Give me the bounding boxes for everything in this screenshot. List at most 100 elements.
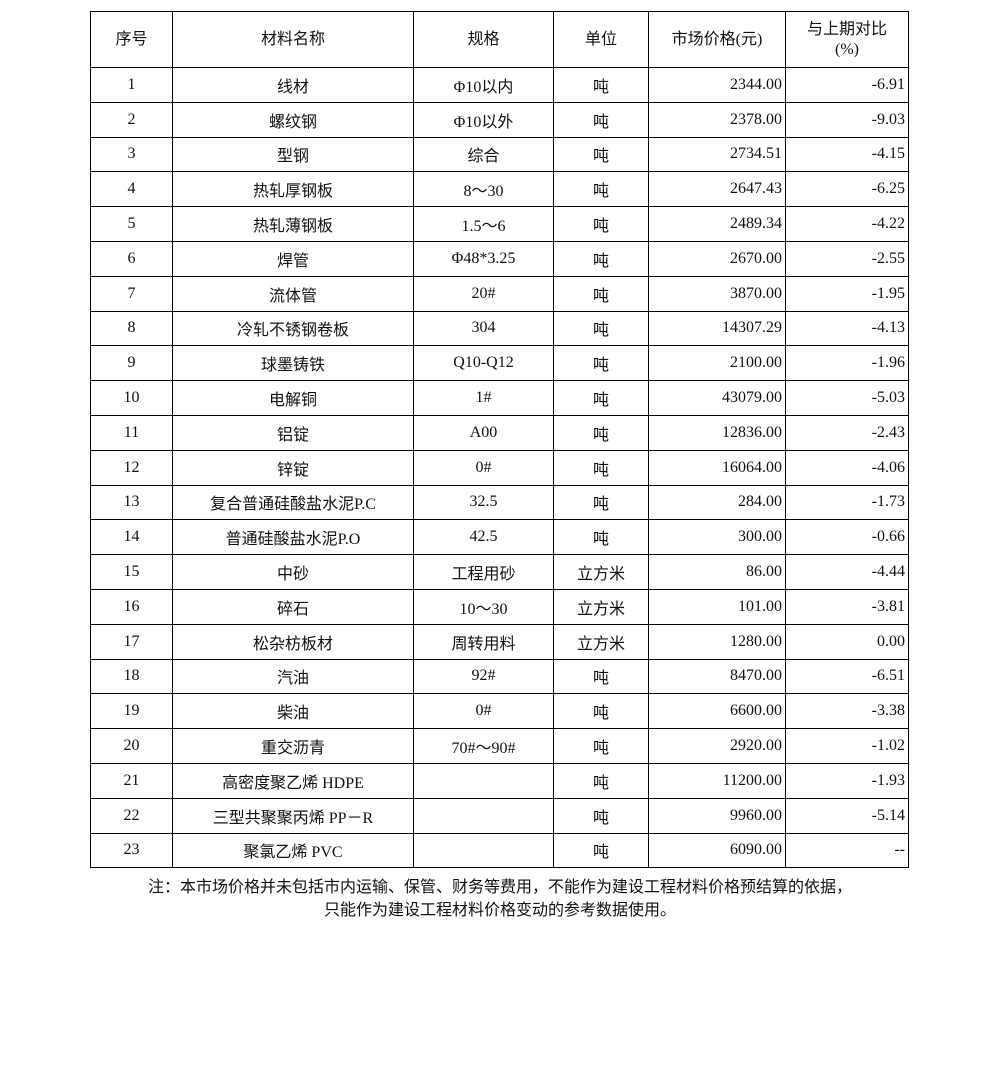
cell-market-price: 2100.00 (648, 345, 786, 382)
cell-market-price: 16064.00 (648, 449, 786, 486)
cell-unit: 吨 (553, 519, 649, 556)
cell-change-percent: -6.25 (785, 171, 909, 208)
cell-spec: 10～30 (413, 588, 554, 625)
cell-unit: 吨 (553, 101, 649, 138)
cell-unit: 吨 (553, 484, 649, 521)
cell-material-name: 汽油 (172, 658, 414, 695)
cell-change-percent: -- (785, 832, 909, 869)
material-price-table: 序号 材料名称 规格 单位 市场价格(元) 与上期对比 (%) 1 线材 Φ10以内… (90, 11, 909, 869)
cell-unit: 吨 (553, 728, 649, 764)
cell-change-percent: 0.00 (785, 623, 909, 660)
cell-spec: 周转用料 (413, 623, 554, 660)
cell-change-percent: -1.02 (785, 728, 909, 764)
cell-index: 23 (90, 832, 173, 869)
table-header-row: 序号 材料名称 规格 单位 市场价格(元) 与上期对比 (%) (90, 11, 909, 68)
cell-unit: 吨 (553, 240, 649, 277)
cell-index: 4 (90, 171, 173, 208)
table-row: 1 线材 Φ10以内吨 2344.00 -6.91 (90, 67, 909, 103)
cell-spec: 0# (413, 449, 554, 486)
cell-index: 5 (90, 206, 173, 242)
cell-index: 15 (90, 554, 173, 590)
table-row: 22 三型共聚聚丙烯 PP－R 吨 9960.00 -5.14 (90, 797, 909, 834)
cell-material-name: 柴油 (172, 693, 414, 730)
cell-unit: 立方米 (553, 554, 649, 590)
cell-market-price: 2670.00 (648, 240, 786, 277)
cell-material-name: 螺纹钢 (172, 101, 414, 138)
cell-index: 3 (90, 136, 173, 173)
cell-index: 7 (90, 275, 173, 312)
cell-unit: 吨 (553, 762, 649, 799)
footnote: 注：本市场价格并未包括市内运输、保管、财务等费用，不能作为建设工程材料价格预结算… (96, 876, 904, 922)
cell-material-name: 流体管 (172, 275, 414, 312)
cell-unit: 吨 (553, 414, 649, 451)
cell-spec: Φ10以内 (413, 67, 554, 103)
table-row: 7 流体管 20# 吨 3870.00 -1.95 (90, 275, 909, 312)
cell-market-price: 2647.43 (648, 171, 786, 208)
cell-material-name: 电解铜 (172, 380, 414, 416)
cell-spec: 92# (413, 658, 554, 695)
cell-market-price: 2344.00 (648, 67, 786, 103)
cell-change-percent: -4.44 (785, 554, 909, 590)
cell-change-percent: -4.13 (785, 310, 909, 347)
cell-unit: 吨 (553, 171, 649, 208)
cell-change-percent: -1.96 (785, 345, 909, 382)
cell-spec: 综合 (413, 136, 554, 173)
cell-material-name: 锌锭 (172, 449, 414, 486)
cell-spec: 304 (413, 310, 554, 347)
cell-market-price: 1280.00 (648, 623, 786, 660)
header-material-name: 材料名称 (172, 11, 414, 68)
table-row: 11 铝锭 A00 吨 12836.00 -2.43 (90, 414, 909, 451)
cell-market-price: 2734.51 (648, 136, 786, 173)
cell-unit: 吨 (553, 380, 649, 416)
cell-change-percent: -6.91 (785, 67, 909, 103)
cell-unit: 吨 (553, 658, 649, 695)
cell-index: 19 (90, 693, 173, 730)
cell-spec: 8～30 (413, 171, 554, 208)
cell-spec: 42.5 (413, 519, 554, 556)
cell-index: 2 (90, 101, 173, 138)
cell-spec: 1# (413, 380, 554, 416)
cell-change-percent: -4.22 (785, 206, 909, 242)
cell-unit: 吨 (553, 832, 649, 869)
table-row: 17 松杂枋板材 周转用料 立方米 1280.00 0.00 (90, 623, 909, 660)
cell-unit: 吨 (553, 310, 649, 347)
cell-spec: Q10-Q12 (413, 345, 554, 382)
cell-market-price: 101.00 (648, 588, 786, 625)
cell-spec: 70#～90# (413, 728, 554, 764)
table-row: 14 普通硅酸盐水泥P.O 42.5 吨 300.00 -0.66 (90, 519, 909, 556)
table-row: 20 重交沥青 70#～90# 吨 2920.00 -1.02 (90, 728, 909, 764)
cell-market-price: 9960.00 (648, 797, 786, 834)
table-row: 19 柴油 0# 吨 6600.00 -3.38 (90, 693, 909, 730)
cell-change-percent: -2.55 (785, 240, 909, 277)
cell-change-percent: -1.73 (785, 484, 909, 521)
cell-unit: 吨 (553, 693, 649, 730)
cell-index: 14 (90, 519, 173, 556)
cell-spec: 1.5～6 (413, 206, 554, 242)
cell-change-percent: -3.38 (785, 693, 909, 730)
cell-change-percent: -0.66 (785, 519, 909, 556)
cell-material-name: 松杂枋板材 (172, 623, 414, 660)
cell-index: 6 (90, 240, 173, 277)
cell-material-name: 热轧薄钢板 (172, 206, 414, 242)
cell-unit: 吨 (553, 67, 649, 103)
cell-change-percent: -6.51 (785, 658, 909, 695)
table-row: 4 热轧厚钢板 8～30 吨 2647.43 -6.25 (90, 171, 909, 208)
cell-market-price: 3870.00 (648, 275, 786, 312)
header-spec: 规格 (413, 11, 554, 68)
cell-market-price: 14307.29 (648, 310, 786, 347)
cell-spec: Φ48*3.25 (413, 240, 554, 277)
table-row: 5 热轧薄钢板 1.5～6 吨 2489.34 -4.22 (90, 206, 909, 242)
cell-market-price: 11200.00 (648, 762, 786, 799)
table-row: 10 电解铜 1# 吨 43079.00 -5.03 (90, 380, 909, 416)
header-index: 序号 (90, 11, 173, 68)
cell-index: 18 (90, 658, 173, 695)
table-row: 3 型钢 综合吨 2734.51 -4.15 (90, 136, 909, 173)
cell-material-name: 线材 (172, 67, 414, 103)
cell-unit: 立方米 (553, 588, 649, 625)
cell-index: 13 (90, 484, 173, 521)
cell-spec (413, 832, 554, 869)
cell-index: 10 (90, 380, 173, 416)
cell-index: 17 (90, 623, 173, 660)
table-row: 13 复合普通硅酸盐水泥P.C 32.5 吨 284.00 -1.73 (90, 484, 909, 521)
cell-material-name: 中砂 (172, 554, 414, 590)
